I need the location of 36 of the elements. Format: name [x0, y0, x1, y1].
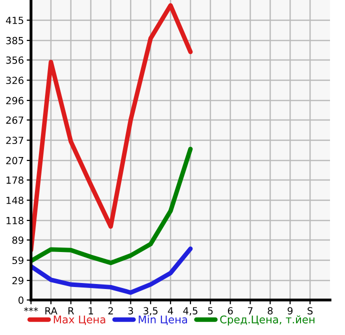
y-tick-label: 415	[6, 16, 24, 24]
y-tick-label: 326	[6, 76, 24, 84]
x-tick-label: R	[68, 307, 74, 314]
line-series	[31, 3, 193, 252]
y-tick-label: 356	[6, 56, 24, 64]
x-tick-label: 2	[108, 307, 113, 314]
y-tick-label: 178	[6, 176, 24, 184]
x-tick-label: 4	[168, 307, 174, 314]
y-tick-label: 148	[6, 196, 24, 204]
y-tick-label: 59	[12, 256, 24, 264]
x-tick-label: 3,5	[144, 307, 158, 316]
line-series	[31, 246, 193, 295]
x-tick-label: RA	[45, 307, 58, 314]
legend-label: Max Цена	[54, 316, 106, 325]
y-tick-label: 267	[6, 116, 24, 124]
legend-label: Сред.Цена, т.йен	[220, 315, 314, 326]
x-tick-label: 1	[88, 307, 93, 314]
x-tick-label: ***	[24, 307, 38, 312]
y-tick-label: 207	[6, 156, 24, 164]
line-series	[31, 146, 193, 266]
y-tick-label: 89	[12, 236, 24, 244]
x-tick-label: 8	[268, 307, 273, 314]
legend-label: Min Цена	[138, 315, 187, 325]
y-tick-label: 296	[6, 96, 24, 104]
x-tick-label: S	[308, 307, 313, 314]
y-tick-label: 29	[12, 276, 24, 284]
x-tick-label: 9	[288, 307, 293, 314]
y-tick-label: 118	[6, 216, 24, 224]
y-tick-label: 385	[6, 36, 24, 44]
x-tick-label: 4,5	[183, 307, 198, 316]
x-tick-label: 3	[128, 307, 133, 314]
x-tick-label: 6	[228, 307, 233, 314]
y-tick-label: 237	[6, 136, 24, 144]
x-tick-label: 7	[248, 307, 253, 314]
y-tick-label: 0	[18, 296, 24, 304]
x-tick-label: 5	[208, 307, 213, 314]
